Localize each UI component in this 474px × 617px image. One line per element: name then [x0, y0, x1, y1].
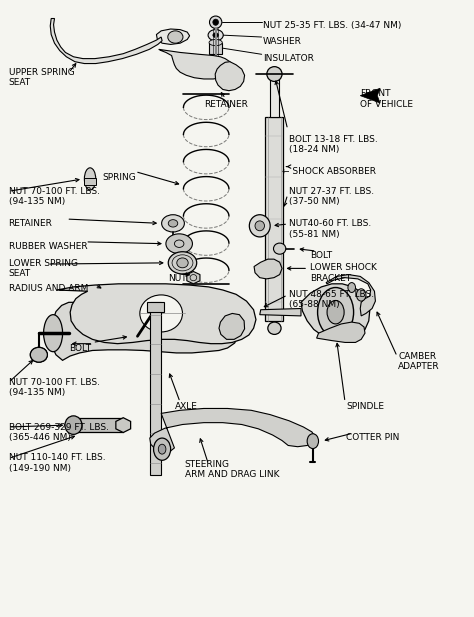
Ellipse shape: [356, 289, 366, 301]
Text: AXLE: AXLE: [174, 402, 197, 412]
Text: ← SHOCK ABSORBER: ← SHOCK ABSORBER: [282, 167, 376, 176]
Text: ADAPTER: ADAPTER: [398, 362, 440, 371]
Text: SEAT: SEAT: [9, 78, 31, 88]
Text: SPRING: SPRING: [102, 173, 136, 182]
Ellipse shape: [177, 258, 188, 268]
Text: BOLT: BOLT: [69, 344, 91, 353]
Text: NUT 110-140 FT. LBS.: NUT 110-140 FT. LBS.: [9, 453, 105, 463]
Ellipse shape: [209, 39, 222, 46]
Polygon shape: [53, 302, 238, 360]
Bar: [84, 178, 96, 185]
Text: RETAINER: RETAINER: [9, 219, 53, 228]
Polygon shape: [254, 259, 282, 279]
Ellipse shape: [213, 33, 219, 38]
Text: FRONT: FRONT: [360, 89, 391, 99]
Ellipse shape: [348, 283, 356, 292]
Polygon shape: [317, 322, 365, 342]
Polygon shape: [50, 19, 162, 64]
Ellipse shape: [255, 221, 264, 231]
Text: INSULATOR: INSULATOR: [263, 54, 314, 64]
Text: NUT: NUT: [168, 274, 187, 283]
Ellipse shape: [249, 215, 270, 237]
Ellipse shape: [208, 30, 223, 41]
Text: RADIUS AND ARM: RADIUS AND ARM: [9, 284, 88, 294]
Text: BOLT 269-329 FT. LBS.: BOLT 269-329 FT. LBS.: [9, 423, 109, 432]
Polygon shape: [150, 408, 315, 452]
Polygon shape: [116, 418, 131, 433]
Polygon shape: [156, 29, 190, 44]
Text: WASHER: WASHER: [263, 37, 302, 46]
Ellipse shape: [268, 322, 281, 334]
Ellipse shape: [30, 347, 47, 362]
Ellipse shape: [140, 295, 182, 332]
Text: LOWER SPRING: LOWER SPRING: [9, 259, 78, 268]
Polygon shape: [360, 88, 380, 103]
Ellipse shape: [162, 215, 184, 232]
Ellipse shape: [65, 416, 82, 434]
Bar: [150, 302, 161, 475]
Text: SEAT: SEAT: [9, 269, 31, 278]
Text: BOLT: BOLT: [310, 251, 333, 260]
Ellipse shape: [213, 19, 219, 25]
Ellipse shape: [168, 238, 178, 246]
Text: CAMBER: CAMBER: [398, 352, 436, 361]
Bar: [76, 418, 123, 432]
Polygon shape: [260, 308, 301, 316]
Ellipse shape: [44, 315, 63, 352]
Polygon shape: [326, 275, 375, 316]
Text: OF VEHICLE: OF VEHICLE: [360, 100, 413, 109]
Ellipse shape: [154, 438, 171, 460]
Text: SPINDLE: SPINDLE: [346, 402, 384, 412]
Ellipse shape: [327, 300, 344, 324]
Text: BOLT 13-18 FT. LBS.: BOLT 13-18 FT. LBS.: [289, 135, 378, 144]
Ellipse shape: [168, 31, 183, 43]
Text: NUT40-60 FT. LBS.: NUT40-60 FT. LBS.: [289, 219, 372, 228]
Text: UPPER SPRING: UPPER SPRING: [9, 68, 74, 77]
Text: NUT 25-35 FT. LBS. (34-47 NM): NUT 25-35 FT. LBS. (34-47 NM): [263, 21, 401, 30]
Ellipse shape: [166, 234, 192, 254]
Ellipse shape: [30, 347, 47, 362]
Bar: [265, 117, 283, 321]
Ellipse shape: [158, 444, 166, 454]
Ellipse shape: [307, 434, 319, 449]
Polygon shape: [159, 49, 232, 79]
Ellipse shape: [318, 288, 354, 337]
Polygon shape: [57, 284, 256, 344]
Polygon shape: [301, 284, 370, 341]
Text: (37-50 NM): (37-50 NM): [289, 197, 340, 207]
Polygon shape: [187, 271, 200, 284]
Text: (18-24 NM): (18-24 NM): [289, 145, 339, 154]
Ellipse shape: [168, 220, 178, 227]
Text: (65-88 NM): (65-88 NM): [289, 300, 340, 310]
Bar: [270, 77, 279, 117]
Text: (365-446 NM): (365-446 NM): [9, 433, 71, 442]
Bar: [147, 302, 164, 312]
Text: (149-190 NM): (149-190 NM): [9, 464, 71, 473]
Text: LOWER SHOCK: LOWER SHOCK: [310, 263, 377, 273]
Ellipse shape: [168, 252, 197, 274]
Text: BRACKET: BRACKET: [310, 274, 352, 283]
Text: NUT 48-65 FT. LBS.: NUT 48-65 FT. LBS.: [289, 290, 374, 299]
Polygon shape: [215, 62, 245, 91]
Text: STEERING: STEERING: [185, 460, 230, 469]
Text: (94-135 NM): (94-135 NM): [9, 388, 65, 397]
Text: RUBBER WASHER: RUBBER WASHER: [9, 242, 87, 251]
Text: NUT 70-100 FT. LBS.: NUT 70-100 FT. LBS.: [9, 378, 100, 387]
Ellipse shape: [273, 243, 286, 254]
Text: COTTER PIN: COTTER PIN: [346, 433, 400, 442]
Polygon shape: [219, 313, 245, 339]
Text: NUT 70-100 FT. LBS.: NUT 70-100 FT. LBS.: [9, 187, 100, 196]
Ellipse shape: [210, 16, 222, 28]
Text: RETAINER: RETAINER: [204, 100, 248, 109]
Text: (94-135 NM): (94-135 NM): [9, 197, 65, 207]
Ellipse shape: [84, 168, 96, 190]
Text: NUT 27-37 FT. LBS.: NUT 27-37 FT. LBS.: [289, 187, 374, 196]
Bar: [209, 43, 222, 54]
Text: ARM AND DRAG LINK: ARM AND DRAG LINK: [185, 470, 279, 479]
Ellipse shape: [267, 67, 282, 81]
Text: (55-81 NM): (55-81 NM): [289, 230, 340, 239]
